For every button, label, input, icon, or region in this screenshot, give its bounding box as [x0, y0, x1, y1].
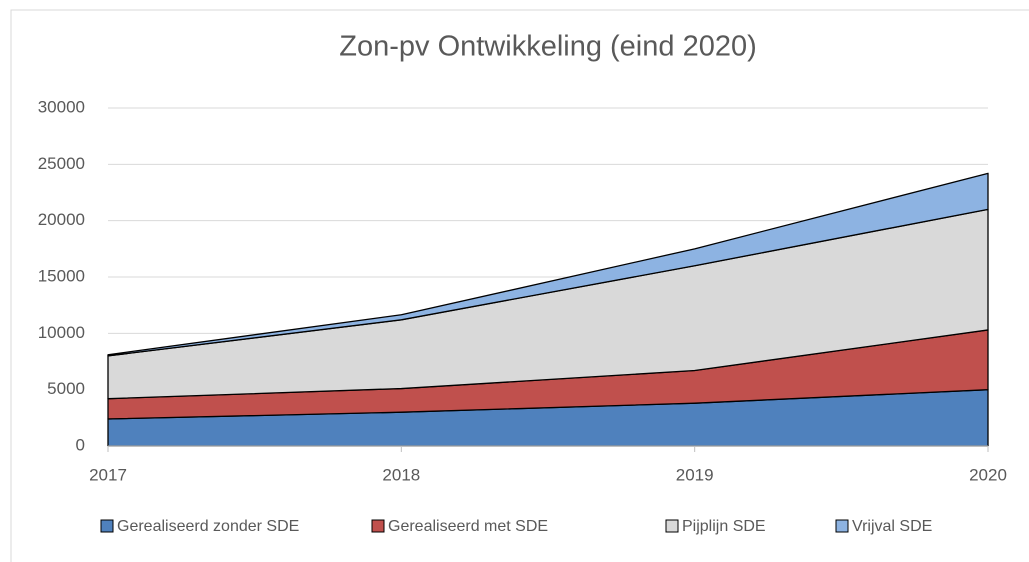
legend-label: Gerealiseerd zonder SDE: [117, 518, 299, 535]
legend-swatch: [835, 519, 849, 533]
y-tick-label: 20000: [38, 210, 85, 229]
x-tick-label: 2017: [89, 465, 127, 484]
x-tick-label: 2018: [382, 465, 420, 484]
legend-swatch: [100, 519, 114, 533]
y-tick-label: 10000: [38, 323, 85, 342]
legend-label: Vrijval SDE: [852, 518, 932, 535]
area: [107, 172, 989, 357]
y-tick-label: 0: [76, 435, 85, 454]
y-tick-label: 15000: [38, 266, 85, 285]
y-tick-label: 25000: [38, 154, 85, 173]
x-tick-label: 2019: [676, 465, 714, 484]
chart-border: [10, 9, 1029, 562]
legend-label: Gerealiseerd met SDE: [388, 518, 548, 535]
legend-swatch: [371, 519, 385, 533]
chart-title: Zon-pv Ontwikkeling (eind 2020): [339, 31, 756, 63]
legend-swatch: [665, 519, 679, 533]
x-tick-label: 2020: [969, 465, 1007, 484]
y-tick-label: 5000: [47, 379, 85, 398]
y-tick-label: 30000: [38, 97, 85, 116]
legend-label: Pijplijn SDE: [682, 518, 766, 535]
